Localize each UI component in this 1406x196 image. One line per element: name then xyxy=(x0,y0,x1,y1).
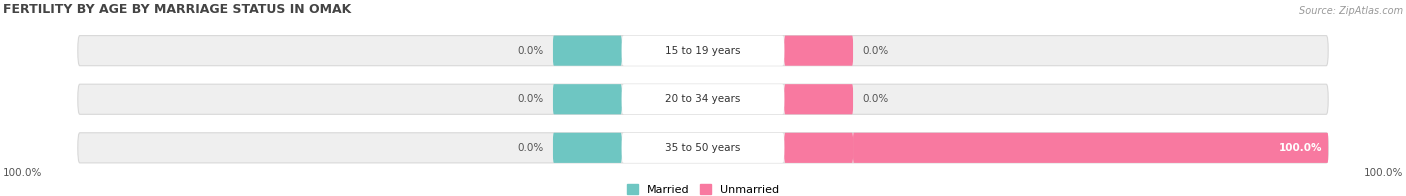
Text: 0.0%: 0.0% xyxy=(862,94,889,104)
FancyBboxPatch shape xyxy=(621,84,785,114)
Text: 0.0%: 0.0% xyxy=(517,94,544,104)
Text: 100.0%: 100.0% xyxy=(1364,168,1403,178)
FancyBboxPatch shape xyxy=(553,36,621,66)
FancyBboxPatch shape xyxy=(553,133,621,163)
FancyBboxPatch shape xyxy=(621,36,785,66)
FancyBboxPatch shape xyxy=(553,84,621,114)
Text: FERTILITY BY AGE BY MARRIAGE STATUS IN OMAK: FERTILITY BY AGE BY MARRIAGE STATUS IN O… xyxy=(3,3,352,16)
FancyBboxPatch shape xyxy=(785,84,853,114)
FancyBboxPatch shape xyxy=(785,133,853,163)
Text: 0.0%: 0.0% xyxy=(517,46,544,56)
FancyBboxPatch shape xyxy=(621,133,785,163)
FancyBboxPatch shape xyxy=(853,133,1329,163)
Text: 0.0%: 0.0% xyxy=(517,143,544,153)
Text: Source: ZipAtlas.com: Source: ZipAtlas.com xyxy=(1299,6,1403,16)
Text: 15 to 19 years: 15 to 19 years xyxy=(665,46,741,56)
FancyBboxPatch shape xyxy=(77,36,1329,66)
Text: 100.0%: 100.0% xyxy=(3,168,42,178)
Text: 100.0%: 100.0% xyxy=(1278,143,1322,153)
Text: 20 to 34 years: 20 to 34 years xyxy=(665,94,741,104)
FancyBboxPatch shape xyxy=(77,84,1329,114)
Legend: Married, Unmarried: Married, Unmarried xyxy=(627,184,779,195)
FancyBboxPatch shape xyxy=(77,133,1329,163)
Text: 35 to 50 years: 35 to 50 years xyxy=(665,143,741,153)
FancyBboxPatch shape xyxy=(785,36,853,66)
Text: 0.0%: 0.0% xyxy=(862,46,889,56)
